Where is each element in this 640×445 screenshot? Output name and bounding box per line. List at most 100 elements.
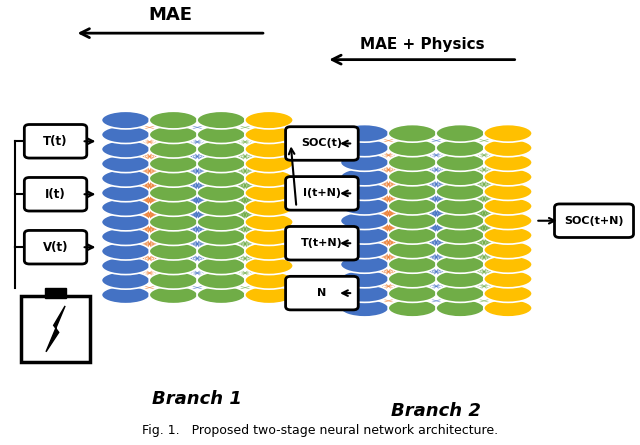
Ellipse shape [197, 243, 246, 260]
Ellipse shape [436, 299, 484, 317]
Ellipse shape [197, 184, 246, 202]
Ellipse shape [149, 184, 198, 202]
FancyBboxPatch shape [24, 178, 87, 211]
Ellipse shape [484, 154, 532, 171]
Ellipse shape [388, 299, 436, 317]
Ellipse shape [340, 255, 389, 273]
Ellipse shape [149, 111, 198, 129]
Ellipse shape [245, 184, 293, 202]
Ellipse shape [484, 270, 532, 288]
Ellipse shape [436, 183, 484, 200]
Ellipse shape [197, 271, 246, 289]
Ellipse shape [340, 125, 389, 142]
Ellipse shape [436, 139, 484, 157]
Ellipse shape [436, 197, 484, 215]
Ellipse shape [388, 227, 436, 244]
FancyBboxPatch shape [24, 231, 87, 264]
Ellipse shape [197, 213, 246, 231]
Ellipse shape [436, 125, 484, 142]
Ellipse shape [436, 241, 484, 259]
Text: Fig. 1.   Proposed two-stage neural network architecture.: Fig. 1. Proposed two-stage neural networ… [142, 424, 498, 437]
Ellipse shape [484, 285, 532, 303]
Ellipse shape [101, 271, 150, 289]
Ellipse shape [340, 154, 389, 171]
Ellipse shape [340, 270, 389, 288]
Text: V(t): V(t) [43, 241, 68, 254]
FancyBboxPatch shape [45, 288, 66, 298]
Ellipse shape [484, 125, 532, 142]
Ellipse shape [245, 257, 293, 275]
Ellipse shape [101, 243, 150, 260]
Ellipse shape [388, 139, 436, 157]
FancyBboxPatch shape [554, 204, 634, 238]
Ellipse shape [436, 227, 484, 244]
Ellipse shape [197, 286, 246, 303]
Text: I(t): I(t) [45, 188, 66, 201]
Ellipse shape [245, 213, 293, 231]
FancyBboxPatch shape [285, 276, 358, 310]
Ellipse shape [340, 197, 389, 215]
Ellipse shape [388, 212, 436, 230]
Ellipse shape [484, 212, 532, 230]
FancyBboxPatch shape [285, 177, 358, 210]
Ellipse shape [340, 139, 389, 157]
Ellipse shape [388, 255, 436, 273]
FancyBboxPatch shape [24, 125, 87, 158]
Text: SOC(t): SOC(t) [301, 138, 342, 149]
Ellipse shape [340, 212, 389, 230]
Ellipse shape [484, 139, 532, 157]
Ellipse shape [245, 141, 293, 158]
Ellipse shape [245, 126, 293, 143]
Ellipse shape [340, 241, 389, 259]
Ellipse shape [149, 228, 198, 246]
Ellipse shape [245, 243, 293, 260]
Ellipse shape [197, 170, 246, 187]
Ellipse shape [245, 111, 293, 129]
FancyBboxPatch shape [285, 127, 358, 160]
Ellipse shape [340, 183, 389, 200]
Ellipse shape [484, 183, 532, 200]
Ellipse shape [149, 271, 198, 289]
Ellipse shape [149, 257, 198, 275]
Ellipse shape [101, 198, 150, 216]
Ellipse shape [388, 270, 436, 288]
Ellipse shape [340, 285, 389, 303]
Ellipse shape [197, 198, 246, 216]
Ellipse shape [388, 168, 436, 186]
Text: SOC(t+N): SOC(t+N) [564, 216, 624, 226]
Ellipse shape [149, 198, 198, 216]
Ellipse shape [388, 285, 436, 303]
Ellipse shape [484, 227, 532, 244]
Ellipse shape [149, 243, 198, 260]
Ellipse shape [101, 213, 150, 231]
Ellipse shape [101, 286, 150, 303]
Ellipse shape [245, 170, 293, 187]
Text: MAE: MAE [148, 6, 192, 24]
Ellipse shape [388, 197, 436, 215]
Text: T(t+N): T(t+N) [301, 238, 343, 248]
Ellipse shape [245, 271, 293, 289]
Ellipse shape [197, 141, 246, 158]
Ellipse shape [484, 197, 532, 215]
Ellipse shape [436, 168, 484, 186]
Ellipse shape [245, 198, 293, 216]
Ellipse shape [101, 184, 150, 202]
Ellipse shape [197, 126, 246, 143]
FancyBboxPatch shape [21, 296, 90, 361]
Ellipse shape [149, 170, 198, 187]
FancyBboxPatch shape [285, 227, 358, 260]
Ellipse shape [484, 299, 532, 317]
Ellipse shape [149, 141, 198, 158]
Ellipse shape [340, 299, 389, 317]
Ellipse shape [101, 155, 150, 173]
Ellipse shape [245, 155, 293, 173]
Ellipse shape [101, 111, 150, 129]
Polygon shape [46, 306, 65, 352]
Ellipse shape [436, 285, 484, 303]
Text: I(t+N): I(t+N) [303, 188, 341, 198]
Text: T(t): T(t) [44, 135, 68, 148]
Ellipse shape [149, 213, 198, 231]
Ellipse shape [149, 286, 198, 303]
Ellipse shape [197, 111, 246, 129]
Ellipse shape [101, 170, 150, 187]
